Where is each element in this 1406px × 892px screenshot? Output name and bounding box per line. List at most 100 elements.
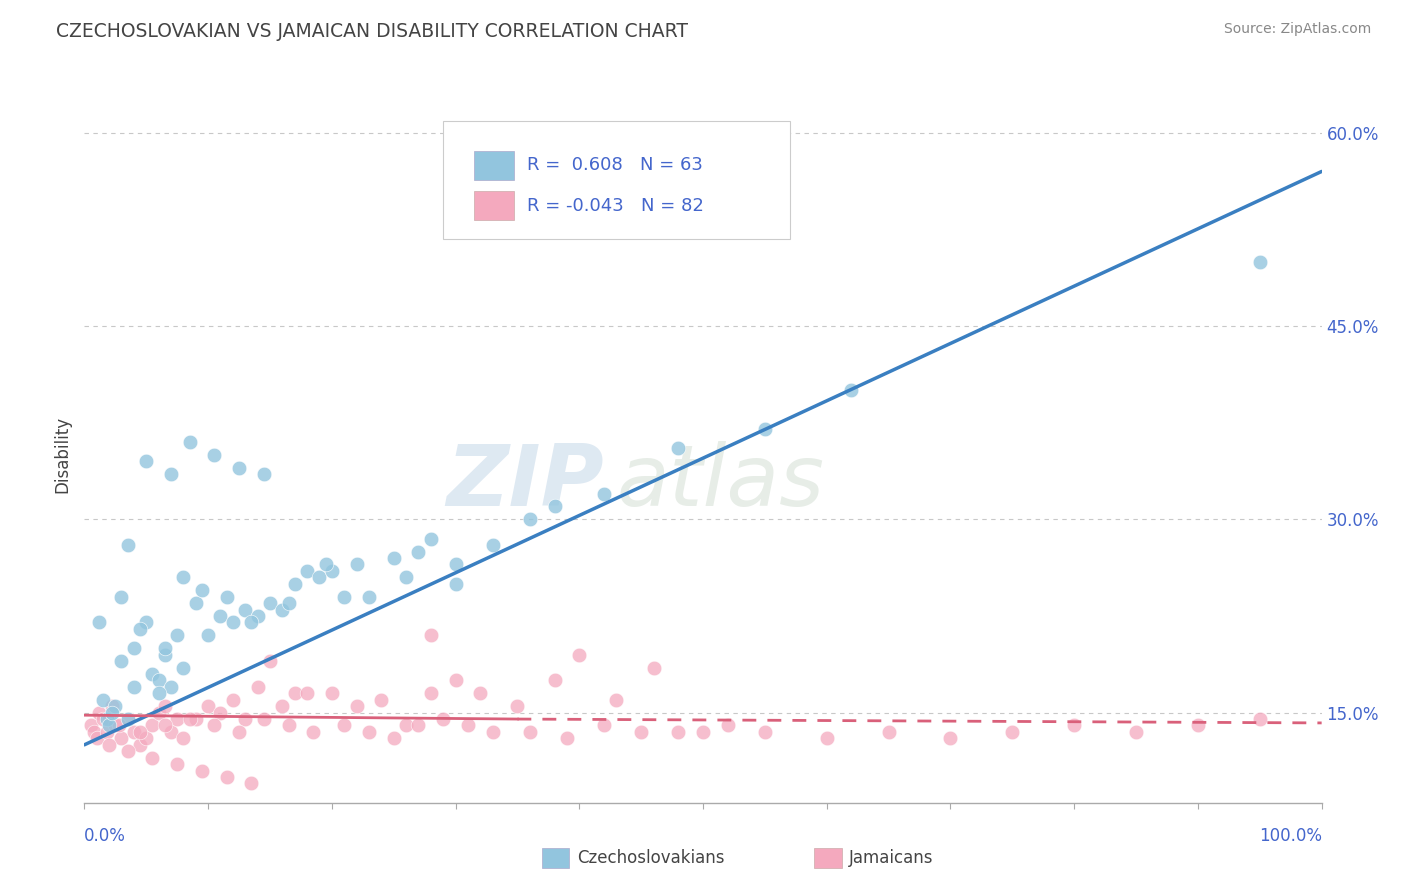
Point — [153, 718, 176, 732]
Point — [470, 686, 492, 700]
Text: R =  0.608   N = 63: R = 0.608 N = 63 — [527, 156, 703, 175]
Point — [754, 422, 776, 436]
Point — [79, 718, 101, 732]
Point — [89, 706, 111, 720]
Point — [117, 712, 139, 726]
Point — [370, 692, 392, 706]
Point — [692, 725, 714, 739]
Point — [543, 500, 565, 514]
Point — [135, 615, 157, 630]
Point — [153, 648, 176, 662]
Point — [444, 558, 467, 572]
Point — [91, 712, 114, 726]
Point — [86, 731, 108, 746]
Point — [271, 602, 294, 616]
Text: Source: ZipAtlas.com: Source: ZipAtlas.com — [1223, 22, 1371, 37]
Point — [382, 731, 405, 746]
Point — [166, 712, 188, 726]
Point — [246, 609, 269, 624]
Text: atlas: atlas — [616, 442, 824, 524]
Point — [295, 686, 318, 700]
Point — [122, 725, 145, 739]
Point — [141, 667, 163, 681]
Point — [104, 699, 127, 714]
Point — [408, 544, 430, 558]
Point — [191, 764, 214, 778]
Point — [419, 686, 441, 700]
Point — [160, 680, 183, 694]
Point — [395, 718, 418, 732]
Point — [202, 718, 225, 732]
Point — [1249, 254, 1271, 268]
Point — [135, 731, 157, 746]
Point — [457, 718, 479, 732]
Point — [284, 686, 307, 700]
Point — [315, 558, 337, 572]
Point — [333, 718, 356, 732]
Text: 0.0%: 0.0% — [84, 827, 127, 845]
Point — [815, 731, 838, 746]
Text: 100.0%: 100.0% — [1258, 827, 1322, 845]
Point — [939, 731, 962, 746]
Point — [321, 564, 343, 578]
Point — [1125, 725, 1147, 739]
Point — [630, 725, 652, 739]
Point — [555, 731, 578, 746]
Point — [284, 576, 307, 591]
Point — [184, 596, 207, 610]
FancyBboxPatch shape — [474, 151, 513, 180]
Point — [166, 757, 188, 772]
Point — [104, 718, 127, 732]
Point — [481, 538, 503, 552]
Point — [233, 602, 256, 616]
Point — [135, 454, 157, 468]
Point — [222, 692, 245, 706]
Point — [308, 570, 330, 584]
Point — [246, 680, 269, 694]
Point — [148, 686, 170, 700]
Point — [543, 673, 565, 688]
Point — [96, 712, 118, 726]
Point — [160, 467, 183, 482]
Point — [117, 712, 139, 726]
Point — [877, 725, 900, 739]
Point — [419, 628, 441, 642]
Point — [240, 776, 263, 790]
Text: ZIP: ZIP — [446, 442, 605, 524]
Point — [432, 712, 454, 726]
Point — [83, 725, 105, 739]
Point — [179, 712, 201, 726]
Point — [129, 738, 152, 752]
Point — [444, 673, 467, 688]
Point — [110, 731, 132, 746]
Point — [110, 654, 132, 668]
Point — [754, 725, 776, 739]
Point — [184, 712, 207, 726]
Point — [96, 725, 118, 739]
Point — [108, 718, 131, 732]
Point — [259, 596, 281, 610]
Point — [202, 448, 225, 462]
Point — [666, 442, 689, 456]
Text: Jamaicans: Jamaicans — [849, 849, 934, 867]
Point — [395, 570, 418, 584]
Point — [419, 532, 441, 546]
Point — [191, 583, 214, 598]
Point — [346, 558, 368, 572]
Point — [841, 384, 863, 398]
Point — [215, 590, 238, 604]
Point — [1063, 718, 1085, 732]
Point — [666, 725, 689, 739]
Point — [259, 654, 281, 668]
Point — [271, 699, 294, 714]
Point — [129, 622, 152, 636]
Point — [228, 460, 250, 475]
Point — [321, 686, 343, 700]
Point — [91, 692, 114, 706]
Point — [277, 596, 299, 610]
Point — [153, 699, 176, 714]
Point — [160, 725, 183, 739]
Point — [110, 590, 132, 604]
Point — [209, 609, 232, 624]
Point — [1187, 718, 1209, 732]
